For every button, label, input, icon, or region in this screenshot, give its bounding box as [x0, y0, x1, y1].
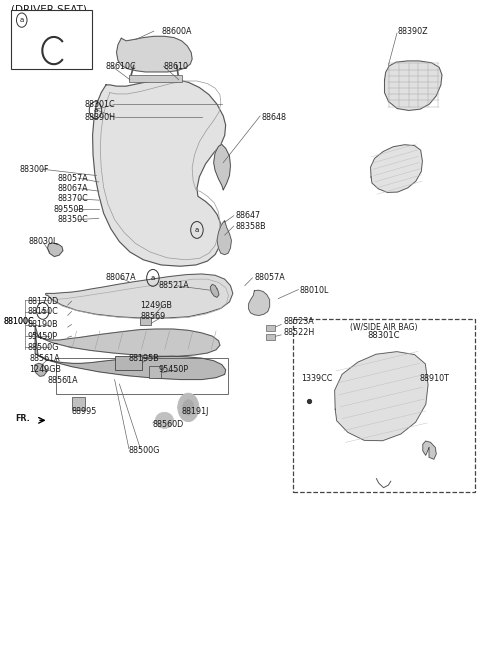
- Polygon shape: [210, 284, 219, 297]
- Text: 88301C: 88301C: [84, 100, 115, 109]
- Text: 88190B: 88190B: [27, 320, 58, 329]
- Text: 88500G: 88500G: [129, 447, 160, 456]
- Text: 1339CC: 1339CC: [301, 374, 333, 383]
- Text: 88100C: 88100C: [3, 317, 34, 326]
- Text: 88358B: 88358B: [235, 221, 266, 230]
- Text: 89550B: 89550B: [53, 204, 84, 214]
- Text: 88301C: 88301C: [367, 331, 400, 340]
- FancyBboxPatch shape: [266, 324, 275, 331]
- Text: 88057A: 88057A: [254, 273, 285, 282]
- Text: 88300F: 88300F: [20, 165, 49, 173]
- FancyBboxPatch shape: [141, 317, 151, 324]
- Polygon shape: [423, 441, 436, 459]
- Text: 88390Z: 88390Z: [398, 27, 429, 36]
- Text: 1249GB: 1249GB: [29, 365, 61, 374]
- Text: 88191J: 88191J: [181, 408, 209, 417]
- Text: 88569: 88569: [141, 312, 166, 321]
- Text: 88500G: 88500G: [27, 343, 59, 352]
- Text: 88100C: 88100C: [3, 317, 34, 326]
- Text: a: a: [195, 227, 199, 233]
- Text: 88010L: 88010L: [300, 286, 329, 295]
- Text: 88067A: 88067A: [105, 273, 136, 282]
- Text: 88910T: 88910T: [420, 374, 449, 383]
- Text: 88030L: 88030L: [28, 237, 58, 246]
- FancyBboxPatch shape: [72, 397, 85, 410]
- Text: 88170D: 88170D: [27, 297, 58, 306]
- Text: 88523A: 88523A: [283, 317, 314, 326]
- Text: a: a: [41, 308, 45, 314]
- Polygon shape: [35, 332, 226, 380]
- Text: 88057A: 88057A: [57, 174, 88, 182]
- Text: 88350C: 88350C: [57, 215, 88, 224]
- Text: (DRIVER SEAT): (DRIVER SEAT): [11, 5, 87, 14]
- Text: 88600A: 88600A: [161, 27, 192, 36]
- FancyBboxPatch shape: [11, 10, 92, 69]
- Text: 88561A: 88561A: [48, 376, 78, 386]
- Text: 88995: 88995: [72, 408, 97, 417]
- Text: 88370C: 88370C: [57, 194, 88, 203]
- Polygon shape: [249, 290, 270, 315]
- Text: 88390H: 88390H: [84, 113, 116, 122]
- Text: 88522H: 88522H: [283, 328, 314, 337]
- FancyBboxPatch shape: [149, 366, 161, 378]
- Circle shape: [182, 400, 194, 415]
- Polygon shape: [35, 326, 220, 356]
- Text: (W/SIDE AIR BAG): (W/SIDE AIR BAG): [350, 323, 417, 332]
- Ellipse shape: [156, 412, 173, 428]
- Polygon shape: [214, 145, 230, 190]
- Text: 1249GB: 1249GB: [141, 300, 172, 310]
- Polygon shape: [93, 80, 226, 266]
- FancyBboxPatch shape: [115, 356, 143, 370]
- Text: 88647: 88647: [235, 211, 260, 220]
- Polygon shape: [46, 274, 233, 318]
- Text: 88561A: 88561A: [29, 354, 60, 363]
- Text: 88560D: 88560D: [153, 421, 184, 430]
- Text: a: a: [151, 275, 155, 281]
- Text: 88150C: 88150C: [27, 307, 58, 316]
- Text: (W/POWER): (W/POWER): [11, 15, 72, 25]
- Text: a: a: [20, 17, 24, 23]
- Polygon shape: [117, 36, 192, 72]
- Text: 88521A: 88521A: [158, 281, 190, 290]
- Text: 88067A: 88067A: [57, 184, 88, 193]
- Polygon shape: [217, 221, 231, 254]
- FancyBboxPatch shape: [129, 75, 181, 82]
- Polygon shape: [384, 61, 442, 110]
- Text: 88195B: 88195B: [129, 354, 160, 363]
- Text: 95450P: 95450P: [158, 365, 189, 374]
- Text: 00824: 00824: [37, 16, 66, 25]
- Text: FR.: FR.: [15, 414, 30, 423]
- Polygon shape: [34, 363, 47, 376]
- Polygon shape: [371, 145, 422, 193]
- Text: 88648: 88648: [262, 113, 287, 122]
- Text: 88610: 88610: [163, 62, 189, 71]
- Polygon shape: [335, 352, 428, 441]
- Text: a: a: [93, 107, 97, 113]
- Text: 95450P: 95450P: [27, 332, 57, 341]
- Text: 88610C: 88610C: [105, 62, 136, 71]
- Polygon shape: [48, 243, 63, 256]
- Circle shape: [178, 393, 199, 422]
- FancyBboxPatch shape: [293, 319, 475, 491]
- FancyBboxPatch shape: [266, 334, 275, 340]
